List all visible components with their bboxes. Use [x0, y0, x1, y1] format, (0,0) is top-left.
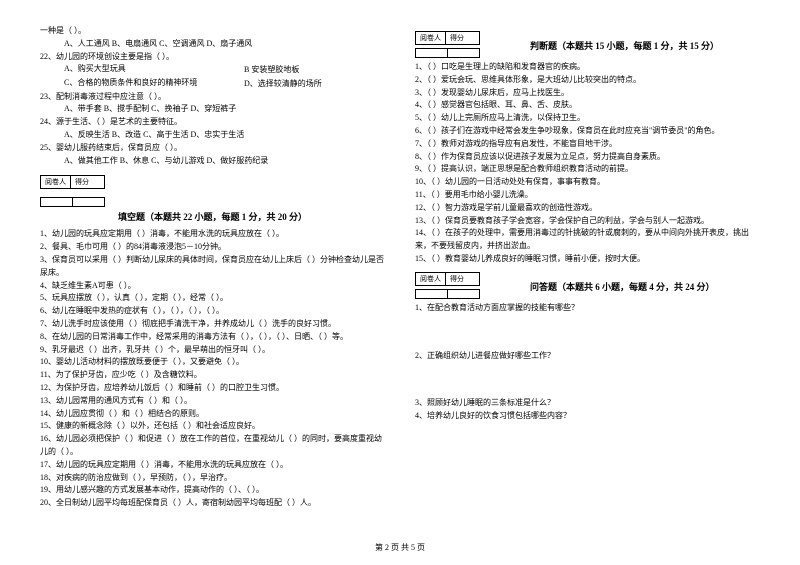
- q25: 25、婴幼儿服药结束后，保育员应（ ）。: [40, 142, 385, 155]
- f3: 3、保育员可以采用（ ）判断幼儿尿床的具体时间，保育员应在幼儿上床后（ ）分钟检…: [40, 254, 385, 280]
- score-label: 得分: [71, 176, 93, 188]
- f1: 1、幼儿园的玩具应定期用（ ）消毒，不能用水洗的玩具应放在（ ）。: [40, 228, 385, 241]
- qa3: 3、照顾好幼儿睡眠的三条标准是什么？: [415, 397, 760, 410]
- q22-opt-b: B 安装塑胶地板: [220, 64, 565, 77]
- qa2: 2、正确组织幼儿进餐应做好哪些工作？: [415, 350, 760, 363]
- f18: 18、对疾病的防治应做到（ ），早预防，（ ），早治疗。: [40, 472, 385, 485]
- j8: 8、（ ）作为保育员应该以促进孩子发展为立足点，努力提高自身素质。: [415, 151, 760, 164]
- j12: 12、（ ）智力游戏是学前儿童最喜欢的创造性游戏。: [415, 202, 760, 215]
- f15: 15、健康的新概念除（ ）以外，还包括（ ）和社会适应良好。: [40, 420, 385, 433]
- scorer-label: 阅卷人: [416, 273, 446, 285]
- f13: 13、幼儿园常用的通风方式有（ ）和（ ）。: [40, 395, 385, 408]
- q22: 22、幼儿园的环境创设主要是指（ ）。: [40, 51, 385, 64]
- j5: 5、（ ）幼儿上完厕所应马上清洗，以保持卫生。: [415, 112, 760, 125]
- j7: 7、（ ）教师对游戏的指导应有启发性，不能盲目地干涉。: [415, 138, 760, 151]
- score-label: 得分: [446, 273, 468, 285]
- judge-section-title: 判断题（本题共 15 小题，每题 1 分，共 15 分）: [530, 39, 719, 52]
- left-column: 一种是（ ）。 A、人工通风 B、电扇通风 C、空调通风 D、扇子通风 22、幼…: [40, 25, 385, 550]
- j11: 11、（ ）要用毛巾给小婴儿洗澡。: [415, 189, 760, 202]
- f10: 10、婴幼儿活动材料的摆放既要便于（ ），又要避免（ ）。: [40, 356, 385, 369]
- f6: 6、幼儿在睡眠中发热的症状有（ ），（ ），（ ），（ ）。: [40, 305, 385, 318]
- scorer-label: 阅卷人: [416, 32, 446, 44]
- f12: 12、为保护牙齿，应培养幼儿饭后（ ）和睡前（ ）的口腔卫生习惯。: [40, 382, 385, 395]
- q22-opt-d: D、选择较清静的场所: [220, 78, 565, 91]
- j13: 13、（ ）保育员要教育孩子学会宽容，学会保护自己的利益，学会与别人一起游戏。: [415, 215, 760, 228]
- f9: 9、乳牙最迟（ ）出齐，乳牙共（ ）个，最早萌出的恒牙叫（ ）。: [40, 344, 385, 357]
- f11: 11、为了保护牙齿，应少吃（ ）及含糖饮料。: [40, 369, 385, 382]
- f4: 4、缺乏维生素A可患（ ）。: [40, 280, 385, 293]
- j15: 15、（ ）教育婴幼儿养成良好的睡眠习惯，睡前小便，按时大便。: [415, 253, 760, 266]
- q21-tail: 一种是（ ）。: [40, 25, 385, 38]
- q23: 23、配制消毒液过程中应注意（ ）。: [40, 91, 385, 104]
- f8: 8、在幼儿园的日常消毒工作中，经常采用的消毒方法有（ ），（ ），（ ）、日晒、…: [40, 331, 385, 344]
- right-column: 阅卷人 得分 判断题（本题共 15 小题，每题 1 分，共 15 分） 1、（ …: [415, 25, 760, 550]
- f7: 7、幼儿洗手时应该使用（ ）彻底把手清洗干净，并养成幼儿（ ）洗手的良好习惯。: [40, 318, 385, 331]
- j14: 14、（ ）在孩子的处理中，需要用消毒过的针挑破的针或腐刺的，要从中间向外挑开表…: [415, 227, 760, 253]
- q23-options: A、带手套 B、搅手配制 C、挽袖子 D、穿短裤子: [40, 103, 385, 116]
- f5: 5、玩具应摆放（ ），认真（ ），定期（ ），经常（ ）。: [40, 292, 385, 305]
- score-box-right-2: 阅卷人 得分: [415, 272, 480, 302]
- j6: 6、（ ）孩子们在游戏中经常会发生争吵现象，保育员在此时应充当"调节委员"的角色…: [415, 125, 760, 138]
- qa-section-title: 问答题（本题共 6 小题，每题 4 分，共 24 分）: [530, 280, 715, 293]
- score-label: 得分: [446, 32, 468, 44]
- j10: 10、（ ）幼儿园的一日活动处处有保育，事事有教育。: [415, 176, 760, 189]
- f2: 2、餐具、毛巾可用（ ）的84消毒液浸泡5－10分钟。: [40, 241, 385, 254]
- j9: 9、（ ）提高认识，端正思想是配合教师组织教育活动的前提。: [415, 163, 760, 176]
- q24-options: A、反映生活 B、改造 C、高于生活 D、忠实于生活: [40, 129, 385, 142]
- qa4: 4、培养幼儿良好的饮食习惯包括哪些内容？: [415, 410, 760, 423]
- f14: 14、幼儿园应贯彻（ ）和（ ）相结合的原则。: [40, 408, 385, 421]
- scorer-label: 阅卷人: [41, 176, 71, 188]
- q24: 24、源于生活、（ ）是艺术的主要特征。: [40, 116, 385, 129]
- f17: 17、幼儿园的玩具应定期用（ ）消毒，不能用水洗的玩具应放在（ ）。: [40, 459, 385, 472]
- q21-options: A、人工通风 B、电扇通风 C、空调通风 D、扇子通风: [40, 38, 385, 51]
- score-box-right-1: 阅卷人 得分: [415, 31, 480, 61]
- score-box-left: 阅卷人 得分: [40, 167, 385, 210]
- f16: 16、幼儿园必须把保护（ ）和促进（ ）放在工作的首位，在重视幼儿（ ）的同时，…: [40, 433, 385, 459]
- j4: 4、（ ）感觉器官包括眼、耳、鼻、舌、皮肤。: [415, 99, 760, 112]
- fill-section-title: 填空题（本题共 22 小题，每题 1 分，共 20 分）: [40, 210, 385, 223]
- page-footer: 第 2 页 共 5 页: [0, 542, 800, 553]
- qa1: 1、在配合教育活动方面应掌握的技能有哪些？: [415, 302, 760, 315]
- f20: 20、全日制幼儿园平均每班配保育员（ ）人，寄宿制幼园平均每班配（ ）人。: [40, 497, 385, 510]
- f19: 19、用幼儿感兴趣的方式发展基本动作，提高动作的（ ）、（ ）。: [40, 484, 385, 497]
- q25-options: A、做其他工作 B、休息 C、与幼儿游戏 D、做好服药纪录: [40, 155, 385, 168]
